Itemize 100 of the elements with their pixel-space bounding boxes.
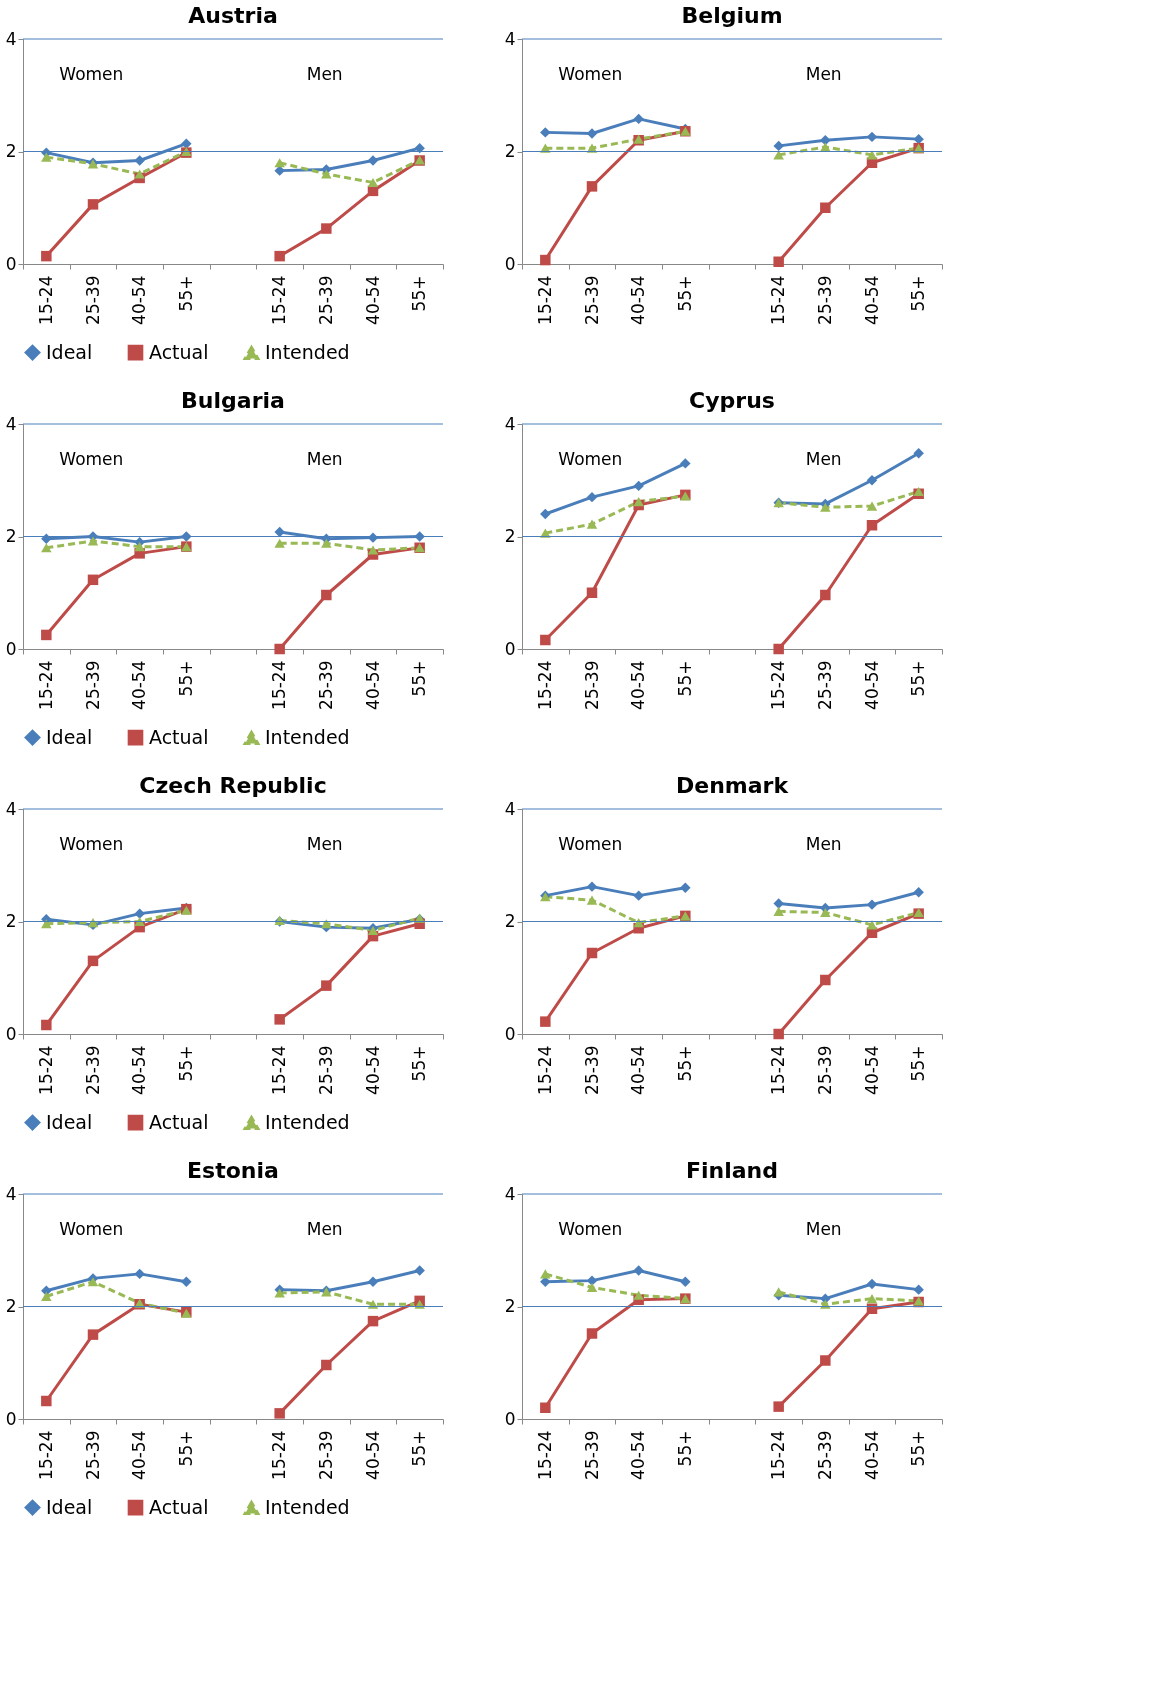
y-tick-label: 4 [504,1183,516,1204]
y-tick-label: 2 [504,141,516,161]
x-tick-label: 25-39 [82,1045,103,1095]
x-tick-label: 55+ [175,1045,196,1082]
x-tick-label: 15-24 [35,275,56,325]
y-tick-label: 0 [504,1408,516,1429]
y-tick-label: 2 [5,911,17,931]
legend-label: Actual [149,725,209,748]
x-tick-label: 55+ [674,275,695,312]
chart-title: Belgium [681,3,783,28]
x-tick-label: 25-39 [581,1430,602,1480]
chart-title: Estonia [187,1158,279,1183]
x-tick-label: 15-24 [35,1045,56,1095]
x-tick-label: 15-24 [534,275,555,325]
x-tick-label: 25-39 [315,660,336,710]
x-tick-label: 40-54 [861,660,882,710]
y-tick-label: 4 [5,1183,17,1204]
annotation: Women [59,449,124,469]
y-tick-label: 0 [504,1023,516,1044]
annotation: Men [306,64,343,84]
x-tick-label: 40-54 [861,1045,882,1095]
y-tick-label: 2 [504,526,516,546]
annotation: Men [306,449,343,469]
y-tick-label: 0 [5,1023,17,1044]
annotation: Women [59,834,124,854]
x-tick-label: 15-24 [35,660,56,710]
x-tick-label: 55+ [674,1045,695,1082]
y-tick-label: 4 [5,798,17,819]
y-tick-label: 2 [5,1296,17,1316]
x-tick-label: 55+ [674,660,695,697]
x-tick-label: 15-24 [534,1430,555,1480]
chart-title: Finland [685,1158,779,1183]
x-tick-label: 40-54 [129,275,150,325]
x-tick-label: 55+ [674,1430,695,1467]
x-tick-label: 25-39 [814,1045,835,1095]
chart-title: Cyprus [689,388,775,413]
x-tick-label: 25-39 [814,275,835,325]
x-tick-label: 25-39 [82,1430,103,1480]
x-tick-label: 40-54 [362,275,383,325]
x-tick-label: 55+ [409,1045,430,1082]
x-tick-label: 40-54 [129,1045,150,1095]
x-tick-label: 55+ [409,660,430,697]
x-tick-label: 40-54 [129,1430,150,1480]
legend-label: Ideal [46,340,93,363]
y-tick-label: 4 [504,28,516,49]
x-tick-label: 25-39 [581,275,602,325]
x-tick-label: 15-24 [534,660,555,710]
x-tick-label: 40-54 [628,660,649,710]
x-tick-label: 40-54 [129,660,150,710]
x-tick-label: 55+ [175,1430,196,1467]
legend-label: Ideal [46,1495,93,1518]
x-tick-label: 15-24 [269,660,290,710]
legend-label: Intended [265,1111,350,1134]
x-tick-label: 15-24 [269,1430,290,1480]
x-tick-label: 25-39 [814,1430,835,1480]
x-tick-label: 40-54 [362,660,383,710]
legend-label: Actual [149,1110,209,1133]
legend-label: Ideal [46,1110,93,1133]
annotation: Women [558,834,623,854]
x-tick-label: 25-39 [581,1045,602,1095]
legend-label: Intended [265,1496,350,1519]
x-tick-label: 55+ [908,1045,929,1082]
legend-label: Ideal [46,725,93,748]
x-tick-label: 25-39 [315,1045,336,1095]
x-tick-label: 25-39 [82,275,103,325]
x-tick-label: 40-54 [362,1045,383,1095]
annotation: Women [558,449,623,469]
y-tick-label: 4 [504,413,516,434]
y-tick-label: 4 [5,413,17,434]
x-tick-label: 55+ [908,1430,929,1467]
x-tick-label: 40-54 [628,1045,649,1095]
chart-title: Czech Republic [139,773,327,798]
chart-title: Bulgaria [181,388,285,413]
legend-label: Actual [149,1495,209,1518]
x-tick-label: 55+ [409,275,430,312]
x-tick-label: 55+ [409,1430,430,1467]
annotation: Women [558,64,623,84]
x-tick-label: 25-39 [315,1430,336,1480]
y-tick-label: 4 [5,28,17,49]
annotation: Men [805,834,842,854]
x-tick-label: 40-54 [362,1430,383,1480]
x-tick-label: 25-39 [581,660,602,710]
y-tick-label: 2 [5,526,17,546]
x-tick-label: 15-24 [768,1430,789,1480]
chart-title: Austria [188,3,278,28]
legend-label: Intended [265,726,350,749]
x-tick-label: 40-54 [861,1430,882,1480]
y-tick-label: 4 [504,798,516,819]
annotation: Men [805,64,842,84]
x-tick-label: 25-39 [814,660,835,710]
legend-label: Actual [149,340,209,363]
y-tick-label: 0 [5,638,17,659]
x-tick-label: 55+ [175,275,196,312]
legend-label: Intended [265,341,350,364]
y-tick-label: 2 [5,141,17,161]
annotation: Women [59,64,124,84]
annotation: Women [558,1219,623,1239]
y-tick-label: 0 [504,638,516,659]
x-tick-label: 55+ [908,660,929,697]
annotation: Men [306,1219,343,1239]
